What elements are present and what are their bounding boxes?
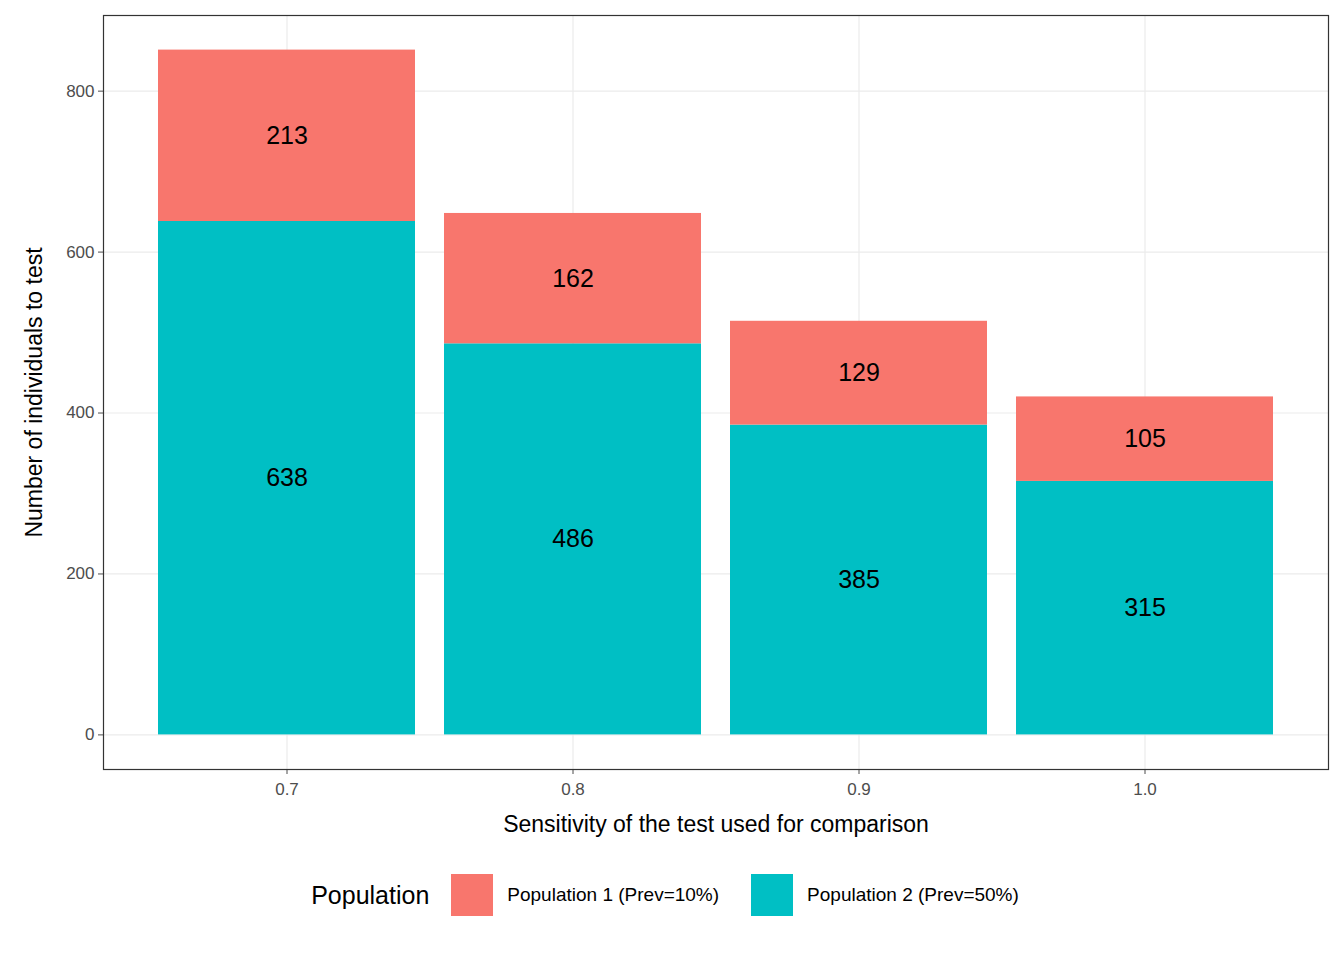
svg-text:600: 600 <box>66 243 94 262</box>
html-text:Population 1 (Prev=10%): Population 1 (Prev=10%) <box>507 884 720 905</box>
svg-text:Number of individuals to test: Number of individuals to test <box>21 247 47 538</box>
html-text:Population 2 (Prev=50%): Population 2 (Prev=50%) <box>807 884 1019 905</box>
html-text:Population: Population <box>311 880 430 909</box>
svg-text:0.7: 0.7 <box>275 780 299 799</box>
svg-text:Sensitivity of the test used f: Sensitivity of the test used for compari… <box>503 811 929 837</box>
svg-text:162: 162 <box>552 264 594 292</box>
svg-text:0.9: 0.9 <box>847 780 871 799</box>
svg-text:129: 129 <box>838 358 880 386</box>
svg-text:0.8: 0.8 <box>561 780 585 799</box>
svg-text:638: 638 <box>266 463 308 491</box>
svg-text:200: 200 <box>66 564 94 583</box>
svg-text:1.0: 1.0 <box>1133 780 1157 799</box>
svg-text:213: 213 <box>266 121 308 149</box>
svg-text:105: 105 <box>1124 424 1166 452</box>
svg-text:800: 800 <box>66 82 94 101</box>
svg-text:315: 315 <box>1124 593 1166 621</box>
svg-text:0: 0 <box>85 725 94 744</box>
svg-text:486: 486 <box>552 524 594 552</box>
svg-text:400: 400 <box>66 403 94 422</box>
svg-text:385: 385 <box>838 565 880 593</box>
